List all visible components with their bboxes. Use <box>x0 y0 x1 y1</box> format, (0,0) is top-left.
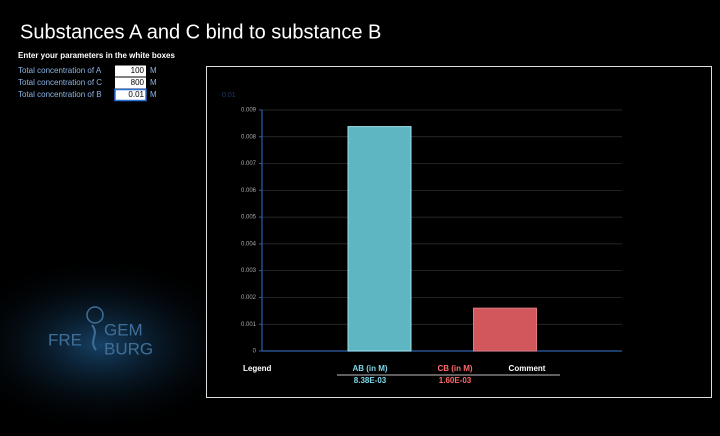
inputs: Total concentration of A 100 M Total concen… <box>18 65 157 102</box>
logo-text: BURG <box>104 339 153 358</box>
bar <box>473 307 537 352</box>
input-box[interactable] <box>115 77 146 89</box>
subtitle: Enter your parameters in the white boxes <box>18 51 175 60</box>
input-value[interactable]: 100 <box>131 66 145 75</box>
y-tick-label: 0.001 <box>241 322 257 328</box>
logo-text: FRE <box>48 330 82 349</box>
logo-icon <box>86 306 104 324</box>
logo: FRE GEM BURG <box>48 306 153 358</box>
logo-text: GEM <box>104 320 143 339</box>
logo-glow <box>0 255 250 435</box>
value-label: 1.60E-03 <box>439 376 472 385</box>
title: Substances A and C bind to substance B <box>20 21 381 43</box>
legend-entry: AB (in M) <box>352 364 387 373</box>
y-tick-label: 0.002 <box>241 295 257 301</box>
input-label: Total concentration of A <box>18 66 102 75</box>
input-value[interactable]: 0.01 <box>128 90 144 99</box>
input-unit: M <box>150 66 157 75</box>
y-tick-label: 0 <box>253 349 257 355</box>
input-unit: M <box>150 90 157 99</box>
legend-extra: Comment <box>509 364 546 373</box>
input-value[interactable]: 800 <box>131 78 145 87</box>
bar <box>347 126 412 352</box>
chart: 0.01 0 0.001 0.002 0.003 0.004 0.005 0.006 0.007… <box>222 92 622 385</box>
annotation: 0.01 <box>222 92 236 99</box>
input-box[interactable] <box>115 65 146 77</box>
value-label: 8.38E-03 <box>354 376 387 385</box>
y-tick-label: 0.006 <box>241 188 257 194</box>
legend-entry: CB (in M) <box>437 364 472 373</box>
input-label: Total concentration of C <box>18 78 102 87</box>
y-tick-label: 0.007 <box>241 161 257 167</box>
input-box[interactable] <box>114 88 147 102</box>
y-tick-label: 0.005 <box>241 215 257 221</box>
chart-frame <box>206 66 712 398</box>
y-tick-label: 0.009 <box>241 108 257 114</box>
y-tick-label: 0.004 <box>241 241 257 247</box>
input-label: Total concentration of B <box>18 90 102 99</box>
legend-title: Legend <box>243 364 272 373</box>
logo-helix <box>91 324 97 351</box>
y-tick-label: 0.003 <box>241 268 257 274</box>
y-tick-label: 0.008 <box>241 134 257 140</box>
input-unit: M <box>150 78 157 87</box>
